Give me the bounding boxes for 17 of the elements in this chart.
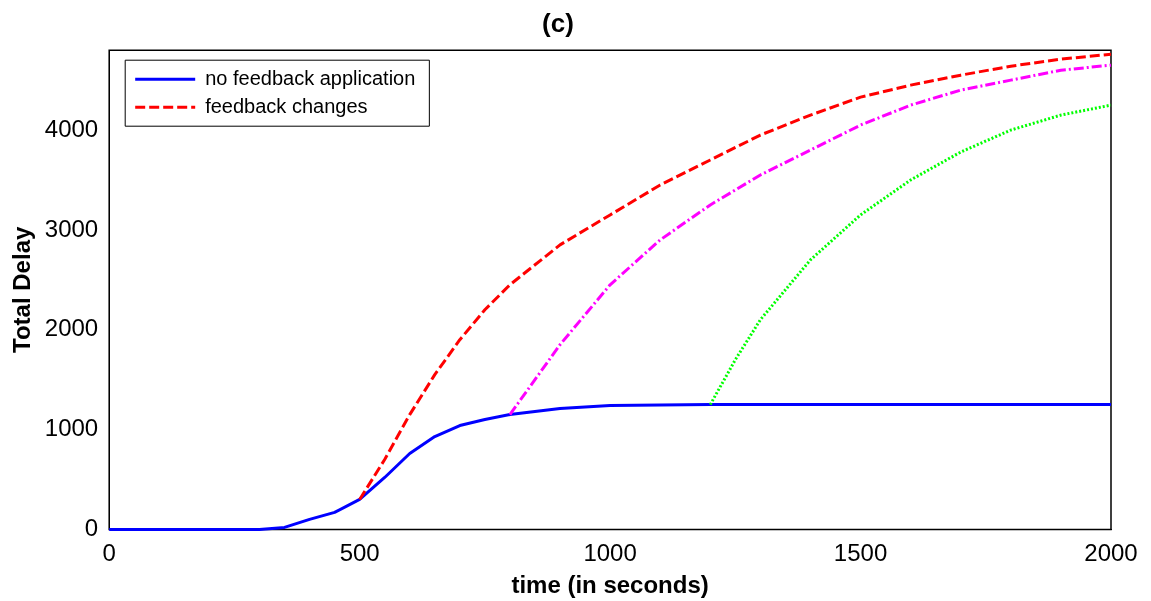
legend-label: feedback changes bbox=[205, 94, 368, 117]
x-tick-label: 500 bbox=[339, 539, 380, 567]
x-tick-label: 2000 bbox=[1084, 539, 1138, 567]
line-series bbox=[508, 63, 1113, 417]
chart-title: (c) bbox=[542, 7, 574, 38]
line-series bbox=[708, 103, 1113, 407]
x-tick-label: 1500 bbox=[833, 539, 888, 567]
legend-label: no feedback application bbox=[205, 66, 416, 89]
x-tick-label: 0 bbox=[102, 539, 116, 567]
x-axis-title: time (in seconds) bbox=[511, 571, 709, 599]
y-tick-label: 1000 bbox=[44, 414, 99, 442]
x-tick-label: 1000 bbox=[583, 539, 637, 567]
y-tick-label: 2000 bbox=[44, 314, 99, 342]
y-tick-label: 4000 bbox=[44, 114, 99, 142]
y-axis-title: Total Delay bbox=[8, 226, 36, 353]
y-tick-label: 3000 bbox=[44, 214, 99, 242]
y-tick-label: 0 bbox=[84, 514, 99, 542]
